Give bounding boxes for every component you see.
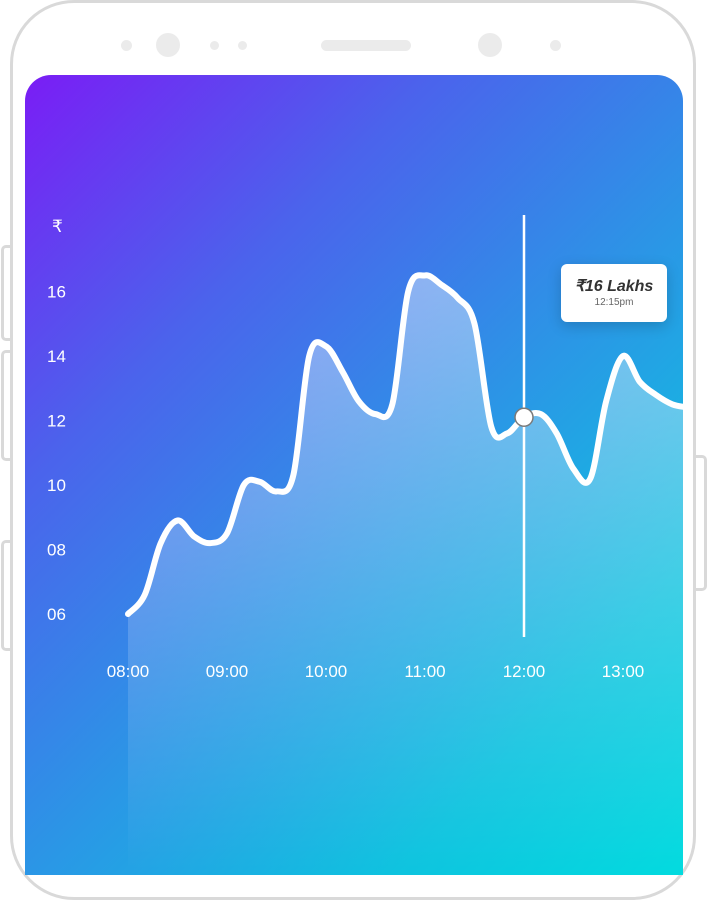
cursor-point[interactable]: [514, 407, 534, 428]
y-tick-label: 14: [47, 347, 66, 366]
tooltip-time: 12:15pm: [594, 297, 634, 308]
y-tick-label: 06: [47, 605, 66, 624]
sensor-dot: [210, 41, 219, 50]
sensor-dot: [121, 40, 132, 51]
y-tick-label: 12: [47, 412, 66, 431]
front-camera: [156, 33, 180, 57]
y-axis-label: ₹: [52, 217, 63, 236]
y-tick-label: 16: [47, 283, 66, 302]
front-camera: [478, 33, 502, 57]
series-line: [125, 272, 683, 617]
tooltip-value: ₹16 Lakhs: [574, 278, 654, 295]
y-tick-label: 10: [47, 476, 66, 495]
y-tick-label: 08: [47, 541, 66, 560]
sensor-dot: [550, 40, 561, 51]
sensor-dot: [238, 41, 247, 50]
area-fill: [128, 275, 683, 875]
phone-side-button: [694, 455, 707, 591]
value-tooltip: ₹16 Lakhs 12:15pm: [561, 264, 667, 322]
earpiece-speaker: [321, 40, 411, 51]
